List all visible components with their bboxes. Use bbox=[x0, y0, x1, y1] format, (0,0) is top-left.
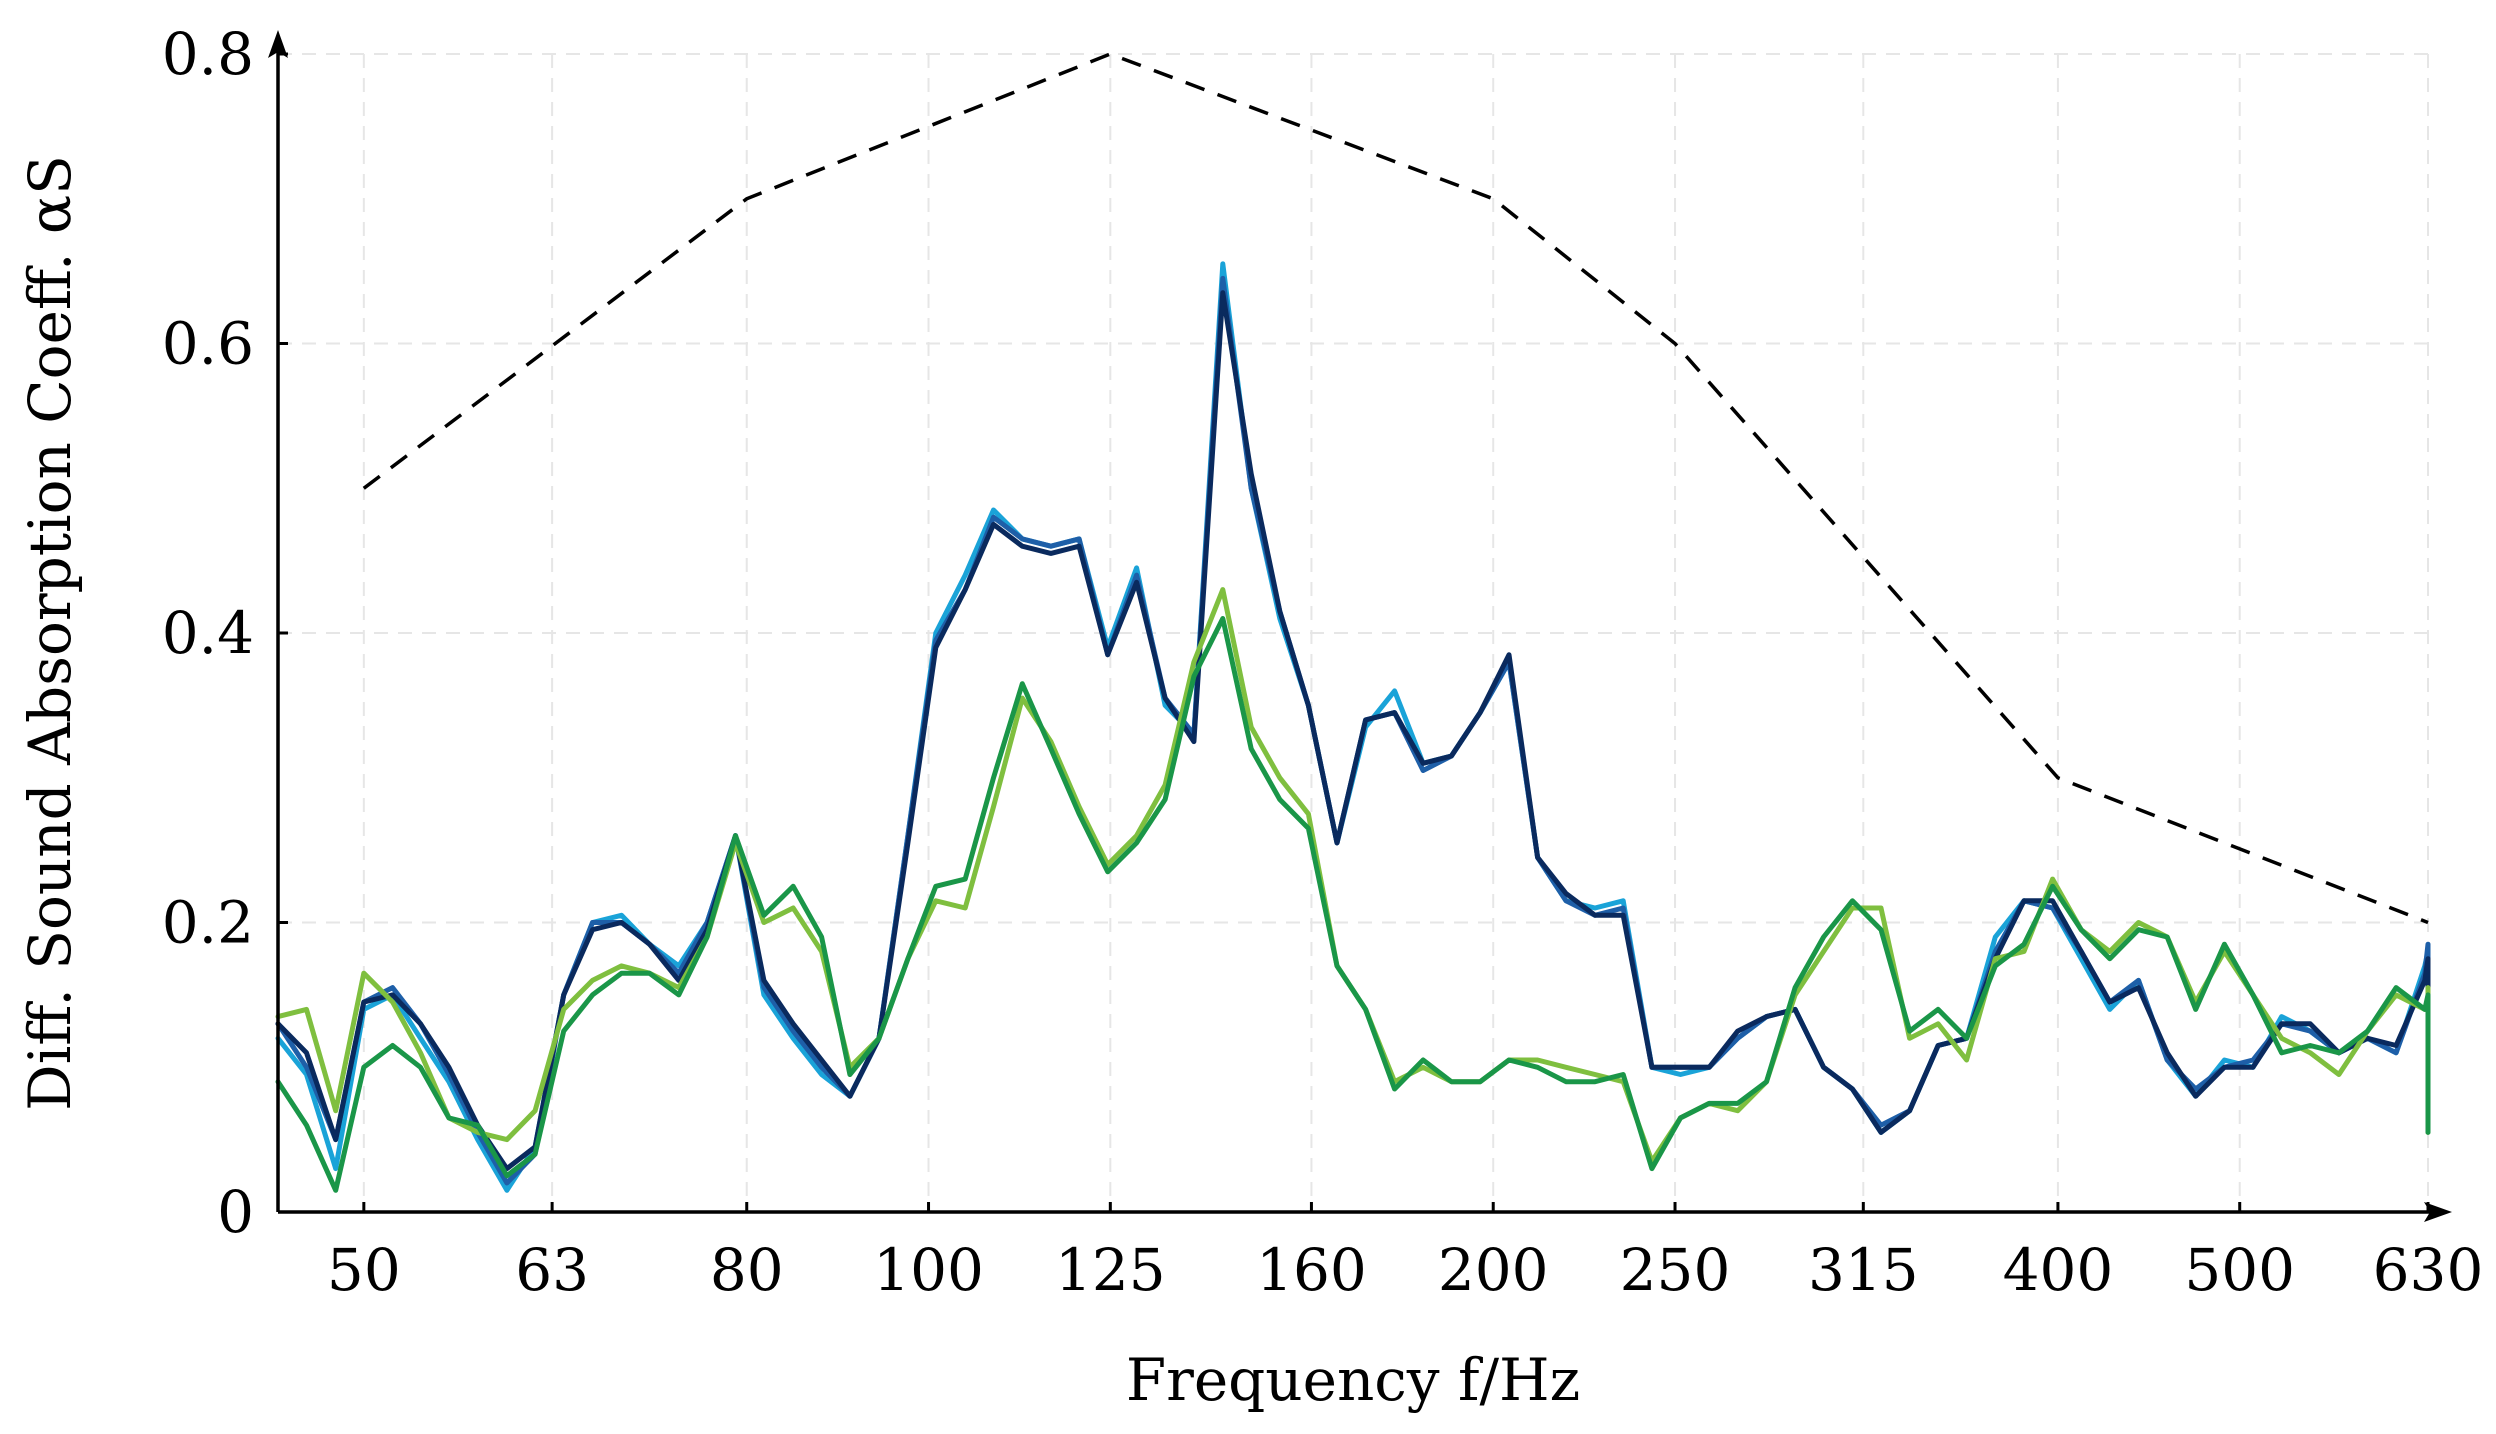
x-tick-label: 630 bbox=[2373, 1236, 2484, 1304]
x-tick-label: 160 bbox=[1256, 1236, 1367, 1304]
y-axis-arrow bbox=[268, 30, 288, 58]
x-tick-label: 400 bbox=[2003, 1236, 2114, 1304]
x-tick-labels: 50 63 80 100 125 160 200 250 315 400 500 630 bbox=[327, 1236, 2483, 1304]
series-group bbox=[275, 261, 2431, 1193]
x-tick-label: 125 bbox=[1055, 1236, 1166, 1304]
x-tick-label: 100 bbox=[873, 1236, 984, 1304]
reference-dashed-line bbox=[362, 52, 2429, 925]
series-line-2 bbox=[275, 275, 2431, 1186]
x-tick-label: 63 bbox=[515, 1236, 589, 1304]
x-tick-label: 500 bbox=[2184, 1236, 2295, 1304]
y-tick-label: 0.4 bbox=[162, 599, 254, 667]
x-tick-label: 50 bbox=[327, 1236, 401, 1304]
x-axis-arrow bbox=[2424, 1202, 2452, 1222]
x-tick-label: 80 bbox=[710, 1236, 784, 1304]
x-tick-label: 315 bbox=[1808, 1236, 1919, 1304]
series-line-1 bbox=[275, 261, 2431, 1193]
y-tick-label: 0.8 bbox=[162, 20, 254, 88]
x-tick-label: 200 bbox=[1438, 1236, 1549, 1304]
axes bbox=[268, 30, 2452, 1222]
x-tick-label: 250 bbox=[1620, 1236, 1731, 1304]
x-axis-title: Frequency f/Hz bbox=[1126, 1346, 1580, 1414]
y-axis-title: Diff. Sound Absorption Coeff. αS bbox=[16, 155, 84, 1111]
y-tick-label: 0.6 bbox=[162, 310, 254, 378]
y-tick-label: 0 bbox=[217, 1178, 254, 1246]
series-line-3 bbox=[275, 290, 2431, 1172]
reference-group bbox=[362, 52, 2429, 925]
grid bbox=[278, 53, 2429, 1212]
series-line-4 bbox=[275, 587, 2431, 1164]
series-line-5 bbox=[275, 616, 2431, 1193]
y-tick-label: 0.2 bbox=[162, 889, 254, 957]
y-tick-labels: 0 0.2 0.4 0.6 0.8 bbox=[162, 20, 254, 1246]
